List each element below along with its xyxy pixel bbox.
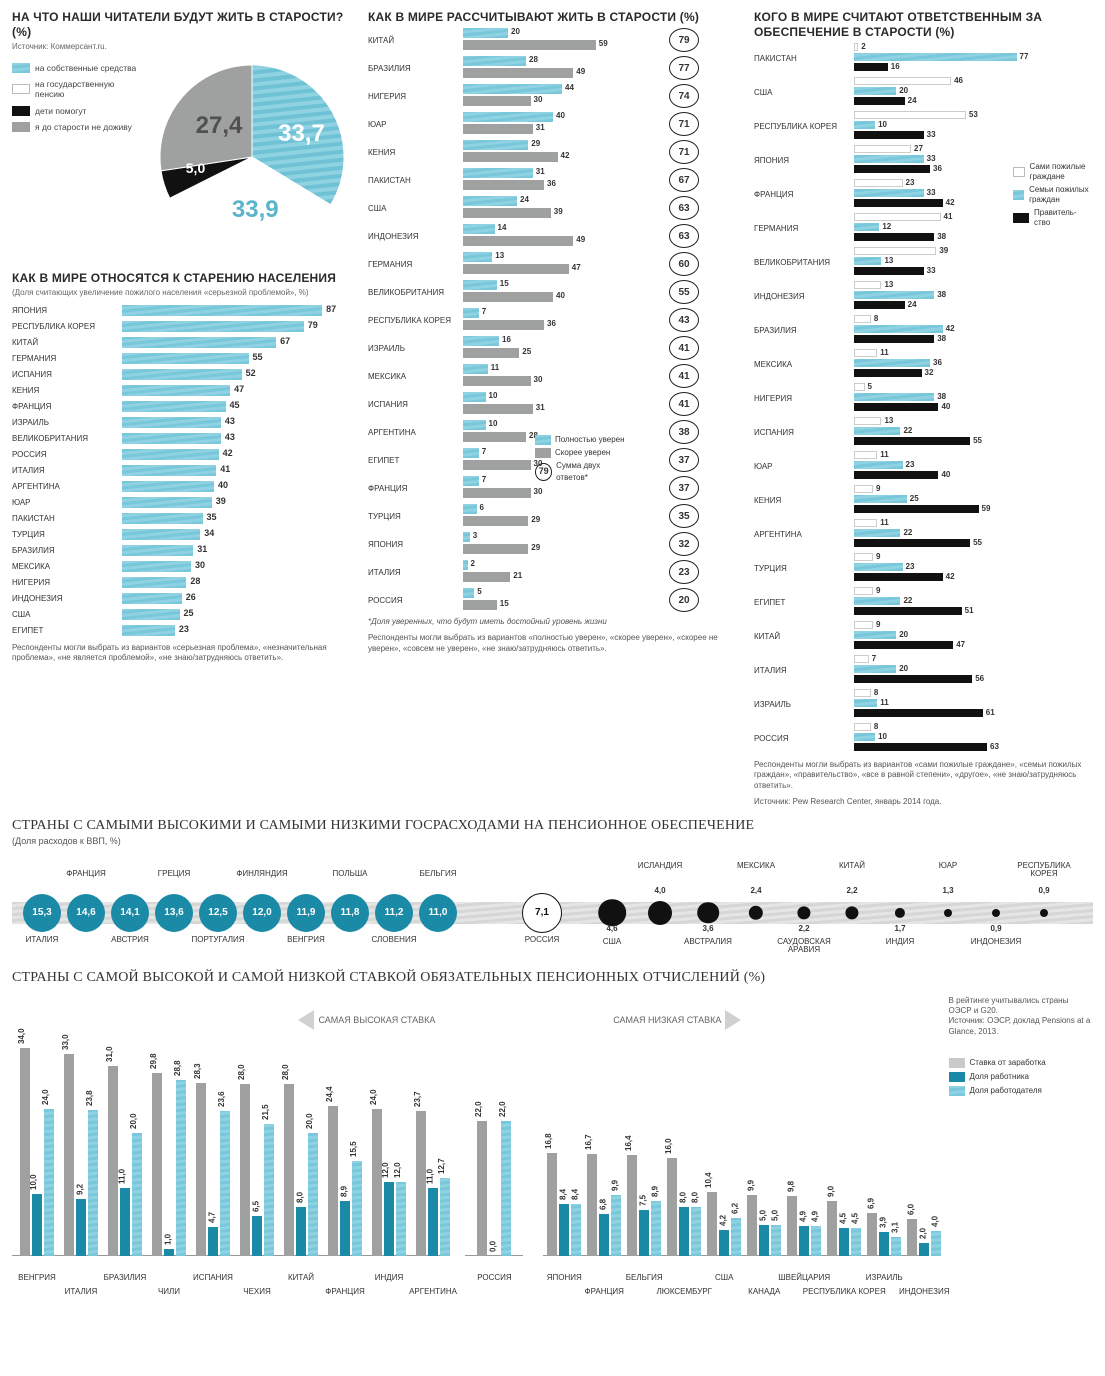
aging-sub: (Доля считающих увеличение пожилого насе… — [12, 288, 352, 297]
expect-footnote: Респонденты могли выбрать из вариантов «… — [368, 633, 738, 654]
resp-title: КОГО В МИРЕ СЧИТАЮТ ОТВЕТСТВЕННЫМ ЗА ОБЕ… — [754, 10, 1093, 40]
resp-chart: ПАКИСТАН27716США462024РЕСПУБЛИКА КОРЕЯ53… — [754, 42, 1093, 754]
resp-source: Источник: Pew Research Center, январь 20… — [754, 797, 1093, 807]
expect-chart: КИТАЙ205979БРАЗИЛИЯ284977НИГЕРИЯ443074ЮА… — [368, 27, 738, 613]
aging-title: КАК В МИРЕ ОТНОСЯТСЯ К СТАРЕНИЮ НАСЕЛЕНИ… — [12, 271, 352, 286]
resp-footnote: Респонденты могли выбрать из вариантов «… — [754, 760, 1093, 791]
pie-title: НА ЧТО НАШИ ЧИТАТЕЛИ БУДУТ ЖИТЬ В СТАРОС… — [12, 10, 352, 40]
pie-legend: на собственные средствана государственну… — [12, 57, 142, 138]
resp-legend: Сами пожилые граждане Семьи пожилых граж… — [1013, 160, 1093, 230]
expect-title: КАК В МИРЕ РАССЧИТЫВАЮТ ЖИТЬ В СТАРОСТИ … — [368, 10, 738, 25]
rates-low-label: САМАЯ НИЗКАЯ СТАВКА — [613, 1015, 721, 1025]
pie-chart: 33,733,95,027,4 — [152, 57, 352, 257]
expect-star: *Доля уверенных, что будут иметь достойн… — [368, 617, 738, 627]
gdp-sub: (Доля расходов к ВВП, %) — [12, 836, 1093, 846]
pie-source: Источник: Коммерсант.ru. — [12, 42, 352, 51]
rates-high-label: САМАЯ ВЫСОКАЯ СТАВКА — [318, 1015, 435, 1025]
rates-title: СТРАНЫ С САМОЙ ВЫСОКОЙ И САМОЙ НИЗКОЙ СТ… — [12, 970, 1093, 986]
rates-legend: Ставка от заработка Доля работника Доля … — [949, 1057, 1093, 1097]
gdp-title: СТРАНЫ С САМЫМИ ВЫСОКИМИ И САМЫМИ НИЗКИМ… — [12, 818, 1093, 834]
gdp-chart: 15,3ИТАЛИЯ14,6ФРАНЦИЯ14,1АВСТРИЯ13,6ГРЕЦ… — [12, 850, 1093, 960]
rates-chart: САМАЯ ВЫСОКАЯ СТАВКА 34,010,024,0ВЕНГРИЯ… — [12, 990, 1093, 1270]
aging-footnote: Респонденты могли выбрать из вариантов «… — [12, 643, 352, 664]
rates-note: В рейтинге учитывались страны ОЭСР и G20… — [949, 996, 1093, 1038]
aging-chart: ЯПОНИЯ87РЕСПУБЛИКА КОРЕЯ79КИТАЙ67ГЕРМАНИ… — [12, 303, 352, 637]
